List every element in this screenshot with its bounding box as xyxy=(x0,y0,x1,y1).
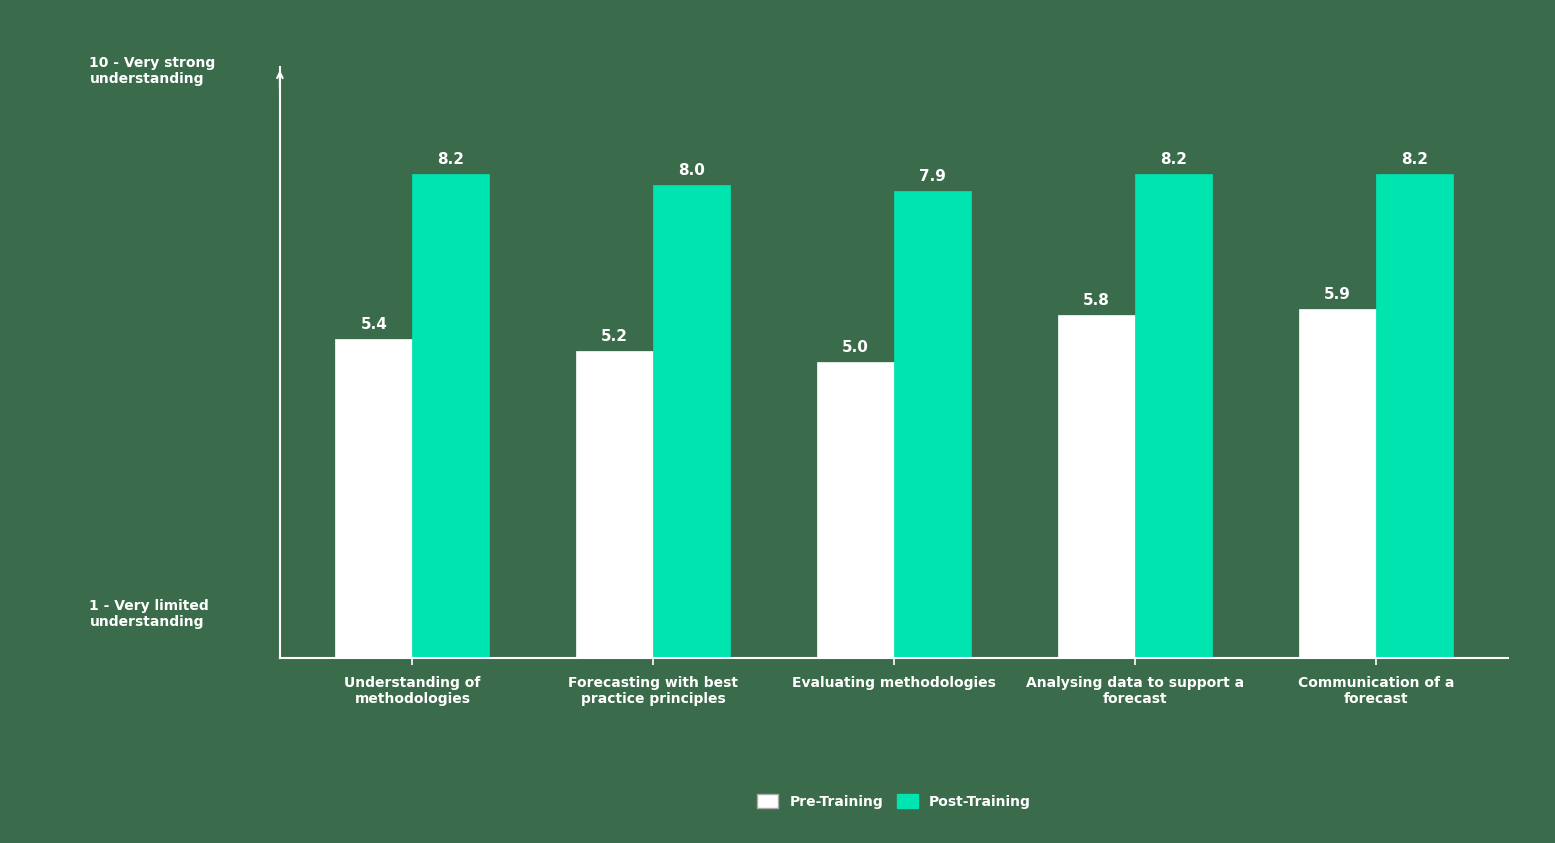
Bar xyxy=(577,351,653,658)
Text: 1 - Very limited
understanding: 1 - Very limited understanding xyxy=(90,599,210,629)
Bar xyxy=(816,362,894,658)
Text: 5.2: 5.2 xyxy=(602,329,628,344)
Text: 8.2: 8.2 xyxy=(437,152,465,167)
Text: 8.0: 8.0 xyxy=(678,164,706,179)
Text: 5.0: 5.0 xyxy=(843,341,869,356)
Bar xyxy=(1298,309,1376,658)
Bar xyxy=(412,174,490,658)
Text: 5.4: 5.4 xyxy=(361,317,387,332)
Text: 5.8: 5.8 xyxy=(1082,293,1110,309)
Bar xyxy=(1376,174,1452,658)
Bar xyxy=(336,339,412,658)
Text: 10 - Very strong
understanding: 10 - Very strong understanding xyxy=(90,56,216,86)
Text: 5.9: 5.9 xyxy=(1323,287,1351,303)
Text: 7.9: 7.9 xyxy=(919,169,945,185)
Bar xyxy=(1135,174,1211,658)
Text: 8.2: 8.2 xyxy=(1401,152,1427,167)
Bar xyxy=(1057,315,1135,658)
Text: 8.2: 8.2 xyxy=(1160,152,1186,167)
Bar xyxy=(894,191,972,658)
Legend: Pre-Training, Post-Training: Pre-Training, Post-Training xyxy=(751,787,1037,816)
Bar xyxy=(653,185,731,658)
